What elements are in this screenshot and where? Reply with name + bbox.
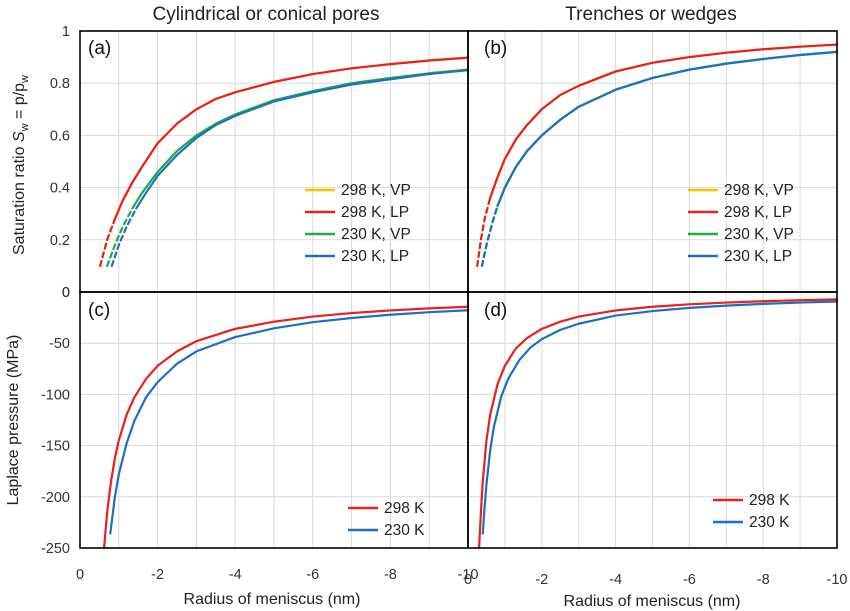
x-tick-label: -2 bbox=[535, 572, 548, 588]
column-title-left: Cylindrical or conical pores bbox=[152, 4, 379, 25]
series-line-dashed bbox=[106, 207, 134, 267]
legend-label: 230 K bbox=[749, 514, 790, 531]
y-tick-label: 0 bbox=[62, 285, 70, 301]
y-tick-label: 0.8 bbox=[50, 76, 70, 92]
x-tick-label: -2 bbox=[151, 567, 164, 583]
legend-label: 230 K, LP bbox=[341, 248, 409, 265]
y-tick-label: 0.2 bbox=[50, 233, 70, 249]
legend: 298 K, VP 298 K, LP 230 K, VP 230 K, LP bbox=[688, 182, 794, 265]
legend-label: 230 K, VP bbox=[724, 226, 794, 243]
series-line bbox=[102, 305, 470, 550]
series-line bbox=[496, 50, 839, 207]
panel-a: 0 0.2 0.4 0.6 0.8 1 (a) 298 K, VP 298 K, LP 230 K… bbox=[50, 24, 470, 301]
legend-label: 230 K, VP bbox=[341, 226, 411, 243]
series-line-dashed bbox=[110, 207, 138, 267]
column-title-right: Trenches or wedges bbox=[565, 4, 736, 25]
series-line bbox=[131, 68, 470, 210]
series-line bbox=[113, 56, 470, 221]
panel-label: (a) bbox=[88, 38, 111, 59]
legend-label: 298 K bbox=[384, 500, 425, 517]
y-tick-label: 0.4 bbox=[50, 181, 70, 197]
legend-label: 298 K, LP bbox=[341, 204, 409, 221]
series-line-dashed bbox=[476, 196, 492, 267]
y-tick-label: -200 bbox=[41, 490, 70, 506]
series-line bbox=[481, 300, 839, 535]
series-line bbox=[477, 298, 839, 550]
legend-label: 298 K, VP bbox=[341, 182, 411, 199]
x-tick-label: -8 bbox=[384, 567, 397, 583]
legend: 298 K 230 K bbox=[348, 500, 425, 539]
y-tick-label: -250 bbox=[41, 541, 70, 557]
series-line bbox=[489, 43, 839, 200]
legend-label: 298 K bbox=[749, 492, 790, 509]
x-tick-label: -6 bbox=[683, 572, 696, 588]
series-line-dashed bbox=[480, 204, 499, 267]
x-tick-label: -8 bbox=[757, 572, 770, 588]
legend-label: 230 K, LP bbox=[724, 248, 792, 265]
x-tick-label: -4 bbox=[229, 567, 242, 583]
series-line bbox=[135, 69, 470, 210]
x-tick-label: 0 bbox=[464, 572, 472, 588]
bottom-y-axis-title: Laplace pressure (MPa) bbox=[5, 335, 22, 506]
x-tick-label: 0 bbox=[76, 567, 84, 583]
y-tick-label: 1 bbox=[62, 24, 70, 40]
series-line bbox=[109, 309, 470, 535]
panel-b: (b) 298 K, VP 298 K, LP 230 K, VP 230 K, LP bbox=[467, 30, 839, 293]
panels: 0 0.2 0.4 0.6 0.8 1 (a) 298 K, VP 298 K, LP 230 K… bbox=[41, 24, 848, 588]
legend: 298 K 230 K bbox=[713, 492, 790, 531]
y-tick-label: -50 bbox=[49, 336, 70, 352]
panel-d: 0 -2 -4 -6 -8 -10 (d) 298 K 230 K bbox=[464, 291, 848, 588]
y-tick-label: -150 bbox=[41, 439, 70, 455]
x-tick-label: -10 bbox=[827, 572, 848, 588]
legend-label: 230 K bbox=[384, 522, 425, 539]
x-tick-label: -6 bbox=[306, 567, 319, 583]
y-tick-label: -100 bbox=[41, 387, 70, 403]
y-tick-label: 0.6 bbox=[50, 128, 70, 144]
y-tick-label: 0 bbox=[62, 285, 70, 301]
panel-label: (d) bbox=[484, 300, 507, 321]
legend-label: 298 K, VP bbox=[724, 182, 794, 199]
panel-c: 0 -50 -100 -150 -200 -250 0 -2 -4 -6 -8 -10 (c) 298 K… bbox=[41, 285, 479, 583]
series-line bbox=[113, 56, 470, 221]
panel-label: (b) bbox=[484, 38, 507, 59]
series-line-dashed bbox=[99, 217, 117, 267]
x-tick-label: -4 bbox=[609, 572, 622, 588]
top-y-axis-title: Saturation ratio Sw = p/pw bbox=[11, 75, 31, 255]
x-axis-title-left: Radius of meniscus (nm) bbox=[184, 591, 361, 608]
legend-label: 298 K, LP bbox=[724, 204, 792, 221]
legend: 298 K, VP 298 K, LP 230 K, VP 230 K, LP bbox=[305, 182, 411, 265]
x-tick-label: -10 bbox=[458, 567, 479, 583]
plot-frame bbox=[467, 291, 838, 549]
x-axis-title-right: Radius of meniscus (nm) bbox=[564, 593, 741, 610]
panel-label: (c) bbox=[88, 300, 110, 321]
